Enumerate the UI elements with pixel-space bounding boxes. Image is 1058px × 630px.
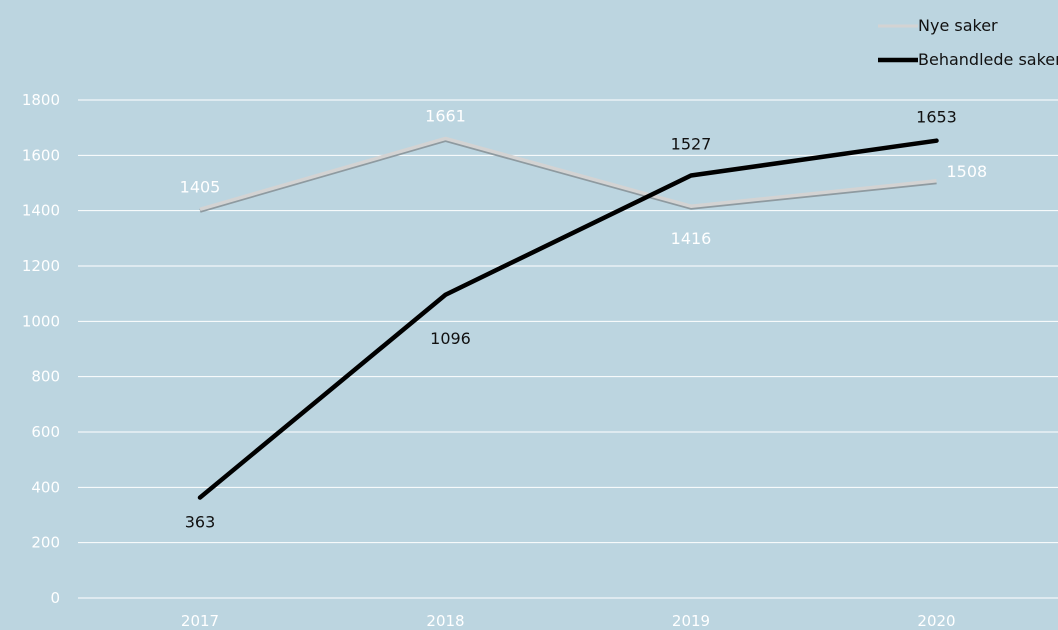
legend-entry-behandlede-saker: Behandlede saker <box>878 50 1058 69</box>
data-labels: 1405 1661 1416 1508 363 1096 1527 1653 <box>180 106 988 531</box>
series-line-nye-saker <box>199 136 937 211</box>
y-tick-label: 600 <box>31 423 60 441</box>
data-label-behandlede-saker: 1096 <box>430 329 471 348</box>
series-lines <box>197 136 939 500</box>
y-tick-label: 1800 <box>22 91 60 109</box>
series-line-shadow-nye-saker <box>199 137 937 213</box>
data-label-nye-saker: 1661 <box>425 106 466 125</box>
data-label-behandlede-saker: 1527 <box>671 135 712 154</box>
x-tick-label: 2018 <box>426 612 464 630</box>
y-tick-label: 1400 <box>22 202 60 220</box>
y-tick-label: 400 <box>31 478 60 496</box>
y-tick-label: 1200 <box>22 257 60 275</box>
y-tick-label: 1000 <box>22 312 60 330</box>
gridlines <box>78 99 1058 599</box>
y-tick-label: 0 <box>50 589 60 607</box>
y-tick-label: 800 <box>31 368 60 386</box>
legend-entry-nye-saker: Nye saker <box>878 16 998 35</box>
y-tick-label: 200 <box>31 534 60 552</box>
y-axis-ticks: 0 200 400 600 800 1000 1200 1400 1600 1800 <box>22 91 60 607</box>
series-line-behandlede-saker <box>197 138 939 500</box>
data-label-behandlede-saker: 1653 <box>916 108 957 127</box>
data-label-nye-saker: 1416 <box>671 229 712 248</box>
legend: Nye saker Behandlede saker <box>878 16 1058 69</box>
x-tick-label: 2019 <box>672 612 710 630</box>
x-tick-label: 2020 <box>917 612 955 630</box>
data-label-behandlede-saker: 363 <box>185 513 216 532</box>
x-tick-label: 2017 <box>181 612 219 630</box>
data-label-nye-saker: 1508 <box>947 162 988 181</box>
legend-label: Behandlede saker <box>918 50 1058 69</box>
y-tick-label: 1600 <box>22 146 60 164</box>
legend-label: Nye saker <box>918 16 998 35</box>
x-axis-ticks: 2017 2018 2019 2020 <box>181 612 956 630</box>
data-label-nye-saker: 1405 <box>180 177 221 196</box>
